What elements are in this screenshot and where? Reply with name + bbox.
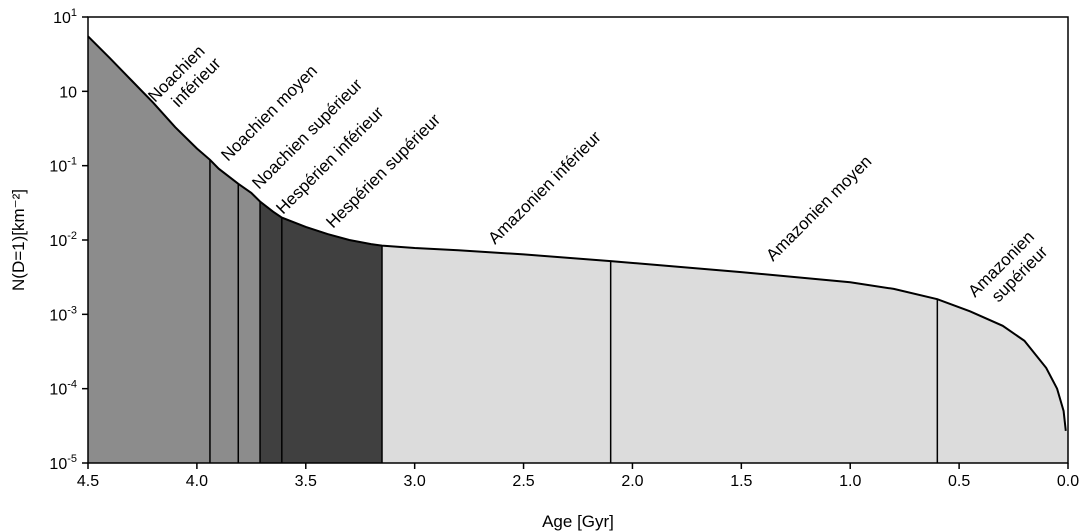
period-areas — [88, 36, 1068, 464]
period-boundaries — [209, 159, 939, 463]
chronology-curve — [87, 35, 1067, 432]
period-area — [260, 201, 282, 463]
period-label: Amazonien inférieur — [484, 127, 605, 248]
x-tick-label: 1.5 — [730, 473, 752, 490]
period-label-line: Hespérien supérieur — [322, 110, 444, 232]
period-area — [210, 159, 239, 464]
x-tick-label: 4.0 — [186, 473, 208, 490]
x-tick-label: 0.0 — [1057, 473, 1079, 490]
period-label-line: Noachien moyen — [217, 61, 321, 165]
y-tick-label: 10 — [59, 84, 77, 101]
period-label: Noachien moyen — [217, 61, 321, 165]
period-label: Amazoniensupérieur — [964, 227, 1052, 315]
x-tick-label: 2.0 — [621, 473, 643, 490]
period-label-line: Amazonien inférieur — [484, 127, 605, 248]
period-label: Amazonien moyen — [762, 152, 875, 265]
y-tick-label: 101 — [53, 7, 77, 27]
y-tick-label: 10-4 — [49, 379, 77, 399]
x-tick-label: 3.5 — [295, 473, 317, 490]
x-tick-label: 3.0 — [404, 473, 426, 490]
x-tick-label: 1.0 — [839, 473, 861, 490]
y-tick-label: 10-3 — [49, 304, 77, 324]
period-area — [382, 245, 611, 463]
period-label: Hespérien supérieur — [322, 110, 444, 232]
period-label-line: Amazonien moyen — [762, 152, 875, 265]
period-area — [88, 36, 210, 464]
y-axis-ticks: 101 10 10-1 10-2 10-3 10-4 10-5 — [49, 7, 88, 473]
y-tick-label: 10-2 — [49, 230, 77, 250]
x-tick-label: 4.5 — [77, 473, 99, 490]
x-axis-label: Age [Gyr] — [542, 512, 614, 531]
period-area — [610, 261, 938, 463]
y-tick-label: 10-5 — [49, 453, 77, 473]
period-area — [281, 217, 382, 463]
y-tick-label: 10-1 — [49, 156, 77, 176]
x-tick-label: 2.5 — [512, 473, 534, 490]
x-tick-label: 0.5 — [948, 473, 970, 490]
period-area — [937, 299, 1068, 463]
x-axis-ticks: 4.5 4.0 3.5 3.0 2.5 2.0 1.5 1.0 0.5 0.0 — [77, 463, 1079, 490]
period-area — [238, 183, 260, 464]
y-axis-label: N(D=1)[km⁻²] — [9, 189, 28, 291]
